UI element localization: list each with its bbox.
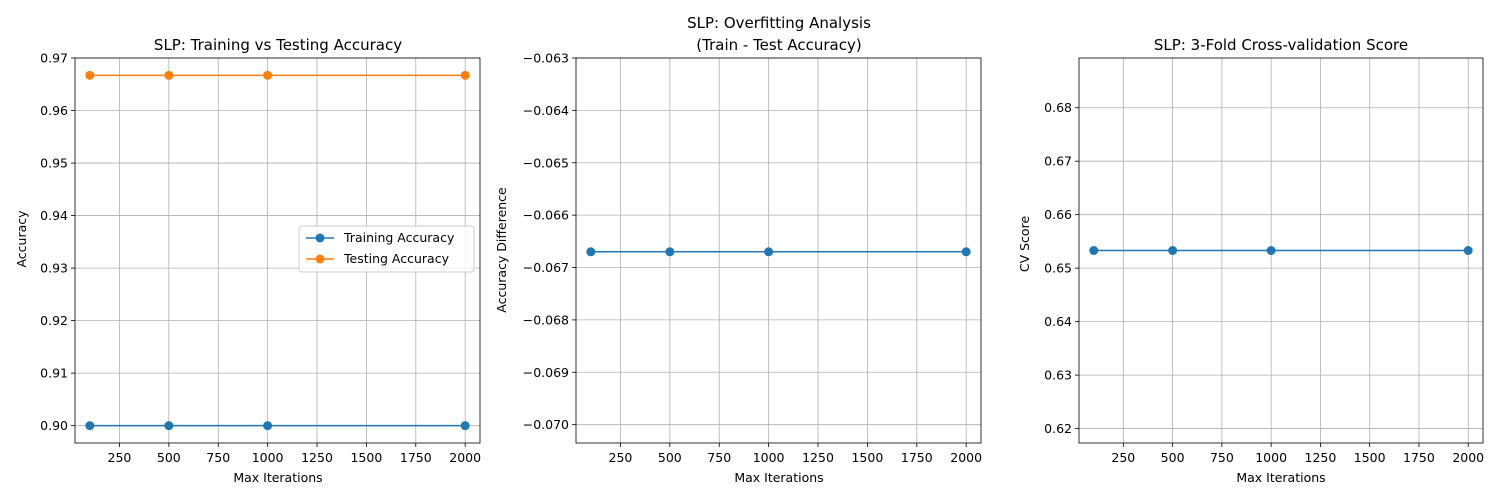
data-point bbox=[764, 247, 774, 257]
data-point bbox=[263, 421, 273, 431]
x-tick-label: 500 bbox=[157, 450, 181, 465]
x-tick-label: 500 bbox=[1161, 450, 1185, 465]
x-tick-label: 1750 bbox=[901, 450, 933, 465]
x-tick-label: 1750 bbox=[400, 450, 432, 465]
axes-frame bbox=[74, 57, 481, 444]
y-tick-label: −0.068 bbox=[523, 312, 569, 327]
data-point bbox=[1089, 246, 1099, 255]
x-tick-label: 250 bbox=[108, 450, 132, 465]
subplot-cv-score: SLP: 3-Fold Cross-validation Score 250 50… bbox=[1017, 36, 1484, 485]
plot-area: 250 500 750 1000 1250 1500 1750 2000 0.62 0.63 0.6… bbox=[1044, 57, 1484, 465]
y-tick-label: 0.95 bbox=[40, 156, 68, 171]
x-tick-label: 500 bbox=[658, 450, 682, 465]
axes-frame bbox=[1078, 57, 1484, 444]
y-tick-label: −0.064 bbox=[523, 103, 569, 118]
x-tick-label: 2000 bbox=[1452, 450, 1484, 465]
legend: Training Accuracy Testing Accuracy bbox=[298, 225, 475, 273]
y-axis-label: Accuracy bbox=[14, 210, 29, 268]
y-tick-label: 0.63 bbox=[1044, 368, 1072, 383]
legend-box bbox=[298, 225, 475, 273]
chart-title: SLP: 3-Fold Cross-validation Score bbox=[1154, 36, 1408, 54]
x-tick-label: 1250 bbox=[1305, 450, 1337, 465]
x-tick-label: 1250 bbox=[301, 450, 333, 465]
legend-label-testing: Testing Accuracy bbox=[343, 251, 450, 266]
legend-label-training: Training Accuracy bbox=[343, 230, 455, 245]
x-tick-label: 1250 bbox=[802, 450, 834, 465]
y-tick-label: 0.92 bbox=[40, 313, 68, 328]
data-point bbox=[85, 70, 95, 80]
x-tick-label: 1000 bbox=[252, 450, 284, 465]
y-tick-label: 0.96 bbox=[40, 103, 68, 118]
x-tick-label: 750 bbox=[206, 450, 230, 465]
y-tick-label: −0.066 bbox=[523, 208, 569, 223]
chart-title: SLP: Training vs Testing Accuracy bbox=[154, 36, 402, 54]
y-tick-label: −0.063 bbox=[523, 51, 569, 66]
y-axis-label: Accuracy Difference bbox=[494, 187, 509, 313]
data-point bbox=[460, 70, 470, 80]
data-point bbox=[460, 421, 470, 431]
x-tick-label: 1500 bbox=[350, 450, 382, 465]
plot-area: 250 500 750 1000 1250 1500 1750 2000 −0.070 −0.06… bbox=[523, 51, 982, 466]
x-tick-label: 750 bbox=[1210, 450, 1234, 465]
data-point bbox=[665, 247, 675, 257]
y-tick-label: −0.070 bbox=[523, 417, 569, 432]
data-point bbox=[1463, 246, 1473, 255]
axes-frame bbox=[575, 57, 982, 444]
x-tick-label: 250 bbox=[1111, 450, 1135, 465]
y-tick-label: 0.94 bbox=[40, 208, 68, 223]
data-point bbox=[1266, 246, 1276, 255]
x-axis-label: Max Iterations bbox=[734, 470, 823, 485]
y-tick-label: 0.97 bbox=[40, 51, 68, 66]
x-tick-label: 750 bbox=[707, 450, 731, 465]
legend-marker-testing bbox=[315, 254, 325, 264]
y-tick-label: 0.91 bbox=[40, 366, 68, 381]
y-tick-label: −0.065 bbox=[523, 155, 569, 170]
y-tick-label: −0.067 bbox=[523, 260, 569, 275]
data-point bbox=[164, 421, 174, 431]
y-axis-label: CV Score bbox=[1017, 216, 1032, 273]
y-tick-label: 0.64 bbox=[1044, 314, 1072, 329]
chart-subtitle: (Train - Test Accuracy) bbox=[696, 36, 861, 54]
data-point bbox=[1168, 246, 1178, 255]
y-tick-label: 0.62 bbox=[1044, 421, 1072, 436]
y-tick-label: 0.93 bbox=[40, 261, 68, 276]
data-point bbox=[263, 70, 273, 80]
x-tick-label: 250 bbox=[609, 450, 633, 465]
x-axis-label: Max Iterations bbox=[233, 470, 322, 485]
x-tick-label: 1500 bbox=[851, 450, 883, 465]
data-point bbox=[586, 247, 596, 257]
data-point bbox=[961, 247, 971, 257]
x-tick-label: 2000 bbox=[449, 450, 481, 465]
y-tick-label: 0.68 bbox=[1044, 100, 1072, 115]
x-axis-label: Max Iterations bbox=[1236, 470, 1325, 485]
subplot-overfitting: SLP: Overfitting Analysis (Train - Test … bbox=[494, 14, 982, 485]
x-tick-label: 1000 bbox=[1255, 450, 1287, 465]
data-point bbox=[164, 70, 174, 80]
y-tick-label: 0.90 bbox=[40, 418, 68, 433]
chart-title: SLP: Overfitting Analysis bbox=[687, 14, 871, 32]
x-tick-label: 2000 bbox=[950, 450, 982, 465]
x-tick-label: 1500 bbox=[1354, 450, 1386, 465]
y-tick-label: −0.069 bbox=[523, 365, 569, 380]
x-tick-label: 1750 bbox=[1403, 450, 1435, 465]
data-point bbox=[85, 421, 95, 431]
y-tick-label: 0.66 bbox=[1044, 207, 1072, 222]
y-tick-label: 0.65 bbox=[1044, 261, 1072, 276]
x-tick-label: 1000 bbox=[753, 450, 785, 465]
y-tick-label: 0.67 bbox=[1044, 154, 1072, 169]
legend-marker-training bbox=[315, 233, 325, 243]
